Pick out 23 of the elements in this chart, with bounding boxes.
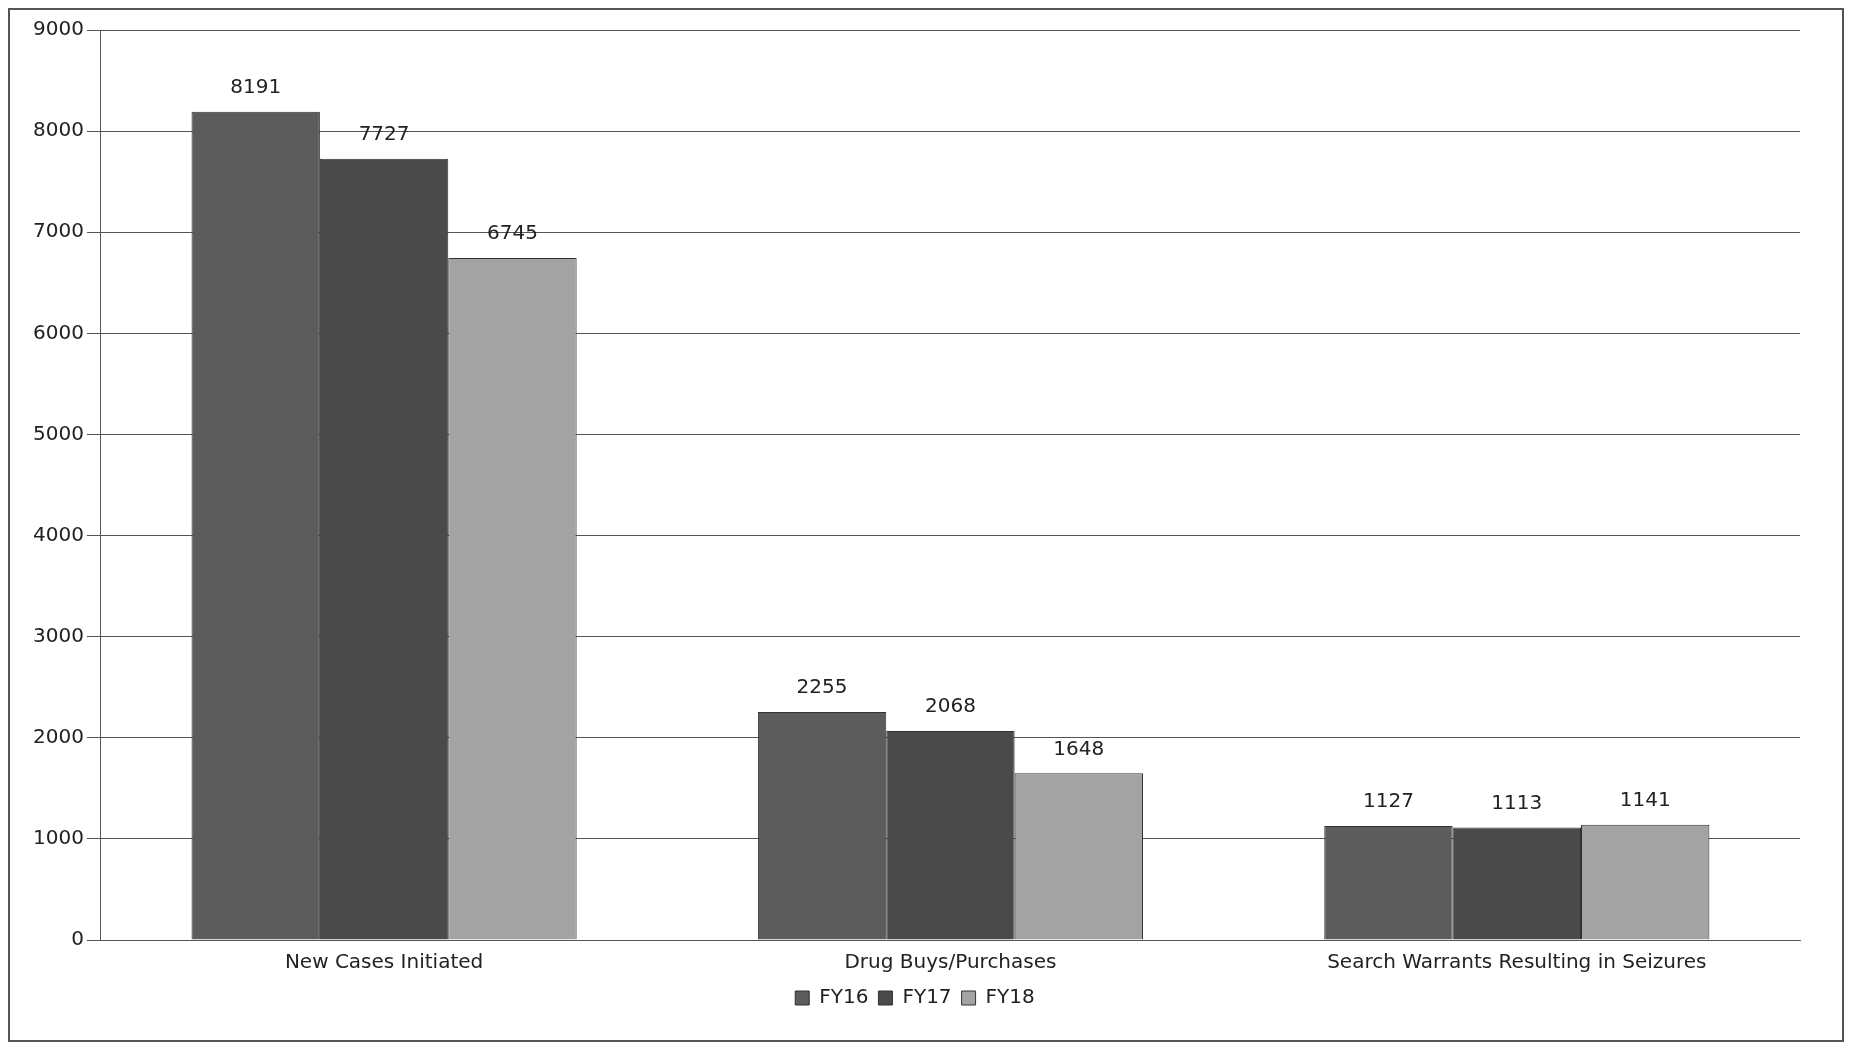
y-tick-label: 1000 [32, 825, 84, 850]
data-label: 8191 [230, 74, 282, 98]
legend-label: FY18 [985, 984, 1035, 1009]
data-label: 1113 [1491, 789, 1543, 814]
y-tick-label: 8000 [32, 117, 84, 142]
y-tick-label: 4000 [32, 521, 84, 546]
legend-label: FY16 [819, 984, 869, 1009]
x-tick-label: New Cases Initiated [284, 949, 484, 974]
x-tick-label: Search Warrants Resulting in Seizures [1327, 949, 1707, 974]
data-label: 2255 [796, 674, 848, 699]
legend-label: FY17 [902, 984, 952, 1009]
data-label: 1127 [1362, 788, 1414, 813]
data-label: 1648 [1053, 735, 1105, 760]
x-tick-label: Drug Buys/Purchases [844, 949, 1057, 974]
y-tick-label: 2000 [32, 723, 84, 748]
y-tick-label: 9000 [32, 16, 84, 41]
y-tick-label: 5000 [32, 420, 84, 445]
y-tick-label: 7000 [32, 218, 84, 243]
y-tick-label: 3000 [32, 622, 84, 647]
y-tick-label: 0 [71, 926, 84, 951]
y-tick-label: 6000 [32, 319, 84, 344]
data-label: 2068 [925, 693, 976, 718]
data-label: 1141 [1619, 786, 1671, 811]
